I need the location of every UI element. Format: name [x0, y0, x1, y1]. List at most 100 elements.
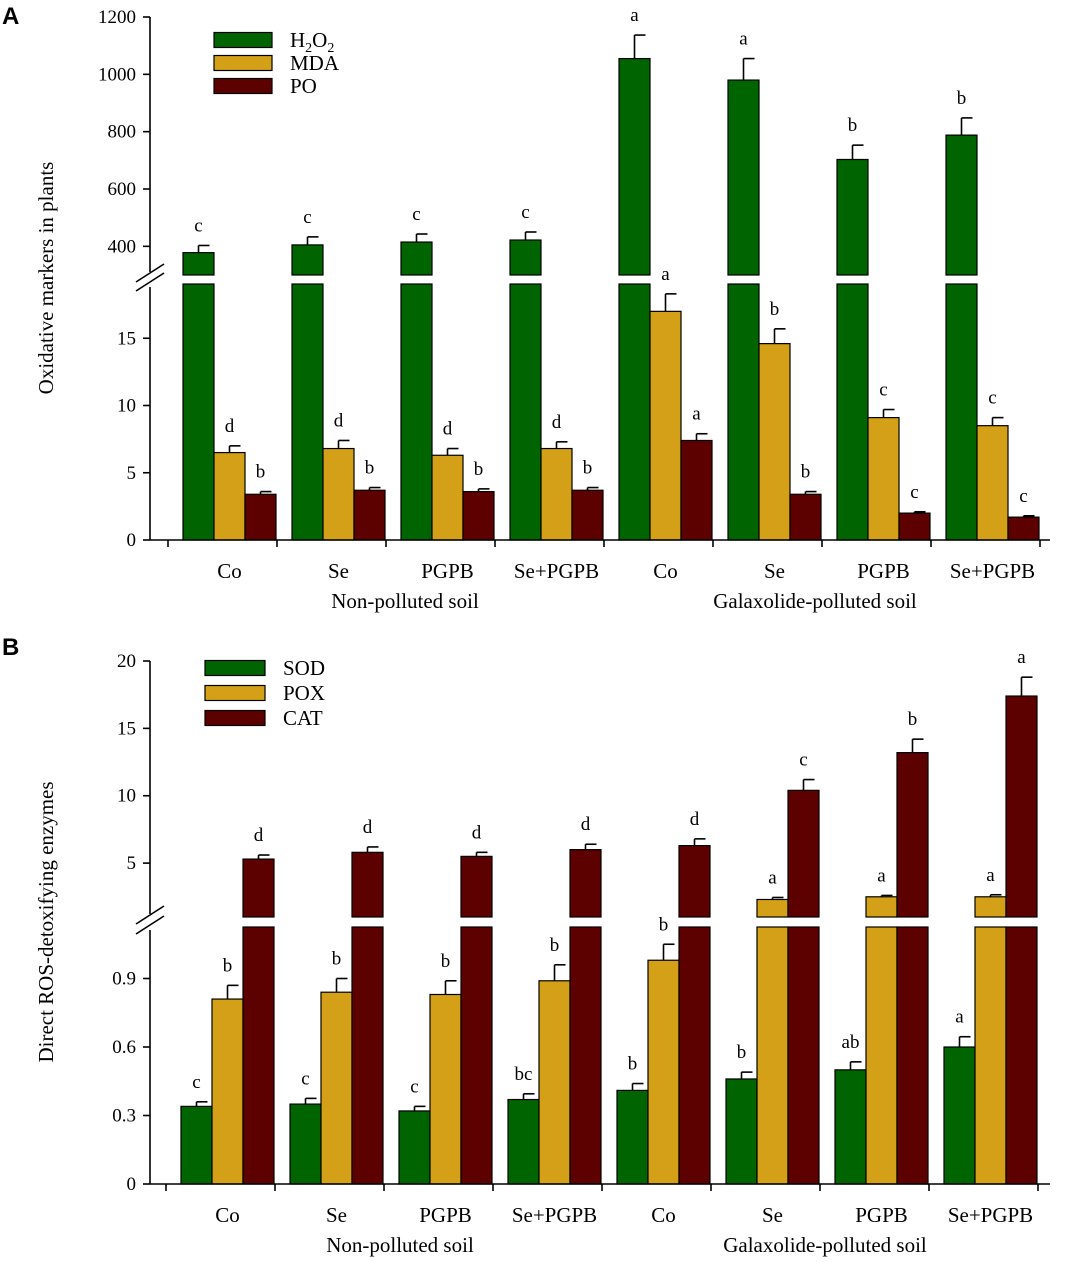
bar	[647, 959, 680, 1185]
bar	[353, 489, 386, 541]
y-tick-label: 10	[117, 786, 136, 807]
axis-break-mark	[135, 905, 165, 925]
axis-break-mark	[135, 263, 165, 283]
significance-letter: d	[552, 412, 562, 433]
significance-letter: b	[550, 935, 560, 956]
bar	[291, 283, 324, 541]
category-label: Se+PGPB	[514, 559, 599, 583]
significance-letter: ab	[842, 1032, 860, 1053]
bar	[242, 858, 275, 918]
bar	[1005, 926, 1038, 1185]
legend-swatch	[204, 659, 266, 677]
category-label: Co	[217, 559, 242, 583]
significance-letter: a	[630, 5, 639, 26]
significance-letter: a	[986, 865, 995, 886]
significance-letter: d	[690, 809, 700, 830]
bar	[431, 454, 464, 541]
significance-letter: c	[301, 1068, 309, 1089]
significance-letter: d	[254, 825, 264, 846]
y-tick-label: 20	[117, 651, 136, 672]
bar	[974, 926, 1007, 1185]
legend-label: PO	[290, 74, 317, 98]
significance-letter: bc	[515, 1064, 533, 1085]
panel-label: A	[2, 3, 19, 30]
bar	[351, 851, 384, 918]
bar	[400, 241, 433, 276]
bar	[351, 926, 384, 1185]
bar	[462, 490, 495, 541]
bar	[896, 752, 929, 918]
bar	[678, 844, 711, 918]
bar	[182, 252, 215, 276]
y-tick-label: 1000	[98, 64, 136, 85]
bar	[569, 849, 602, 918]
significance-letter: d	[363, 817, 373, 838]
legend-label: SOD	[283, 656, 325, 680]
significance-letter: a	[661, 264, 670, 285]
bar	[509, 283, 542, 541]
legend-swatch	[213, 54, 273, 72]
y-axis-label: Oxidative markers in plants	[34, 162, 58, 395]
bar	[180, 1105, 213, 1185]
significance-letter: b	[628, 1054, 638, 1075]
significance-letter: b	[848, 115, 858, 136]
bar	[867, 417, 900, 541]
bar	[540, 447, 573, 541]
significance-letter: c	[192, 1072, 200, 1093]
category-label: PGPB	[419, 1203, 472, 1227]
bar	[429, 993, 462, 1185]
significance-letter: a	[955, 1007, 964, 1028]
legend-swatch	[213, 31, 273, 49]
significance-letter: a	[877, 865, 886, 886]
bar	[896, 926, 929, 1185]
category-label: PGPB	[855, 1203, 908, 1227]
bar	[1007, 516, 1040, 541]
bar	[289, 1103, 322, 1185]
category-label: Se	[326, 1203, 347, 1227]
significance-letter: b	[957, 88, 967, 109]
bar	[460, 926, 493, 1185]
legend-label: MDA	[290, 51, 340, 75]
y-tick-label: 400	[108, 236, 137, 257]
bar	[213, 451, 246, 541]
bar	[974, 896, 1007, 918]
category-label: Co	[653, 559, 678, 583]
significance-letter: c	[1019, 486, 1027, 507]
category-label: PGPB	[857, 559, 910, 583]
bar	[291, 244, 324, 276]
bar	[943, 1046, 976, 1185]
bar	[945, 134, 978, 276]
bar	[756, 898, 789, 918]
significance-letter: b	[474, 459, 484, 480]
group-label: Non-polluted soil	[326, 1233, 474, 1257]
significance-letter: c	[194, 215, 202, 236]
y-tick-label: 800	[108, 122, 137, 143]
category-label: Se+PGPB	[512, 1203, 597, 1227]
bar	[787, 926, 820, 1185]
legend-swatch	[204, 709, 266, 727]
significance-letter: b	[583, 458, 593, 479]
y-tick-label: 0	[127, 530, 137, 551]
significance-letter: a	[692, 404, 701, 425]
significance-letter: c	[410, 1076, 418, 1097]
significance-letter: c	[521, 202, 529, 223]
significance-letter: d	[472, 822, 482, 843]
significance-letter: d	[334, 410, 344, 431]
bar	[616, 1089, 649, 1185]
bar	[727, 79, 760, 276]
significance-letter: b	[801, 462, 811, 483]
significance-letter: a	[768, 867, 777, 888]
bar	[571, 489, 604, 541]
bar	[758, 343, 791, 541]
y-tick-label: 15	[117, 328, 136, 349]
group-label: Galaxolide-polluted soil	[713, 589, 917, 613]
bar	[865, 896, 898, 918]
legend-label: POX	[283, 681, 325, 705]
significance-letter: b	[908, 709, 918, 730]
y-tick-label: 0.9	[112, 969, 136, 990]
y-tick-label: 1200	[98, 7, 136, 28]
significance-letter: c	[879, 380, 887, 401]
y-axis-label: Direct ROS-detoxifying enzymes	[34, 781, 58, 1062]
